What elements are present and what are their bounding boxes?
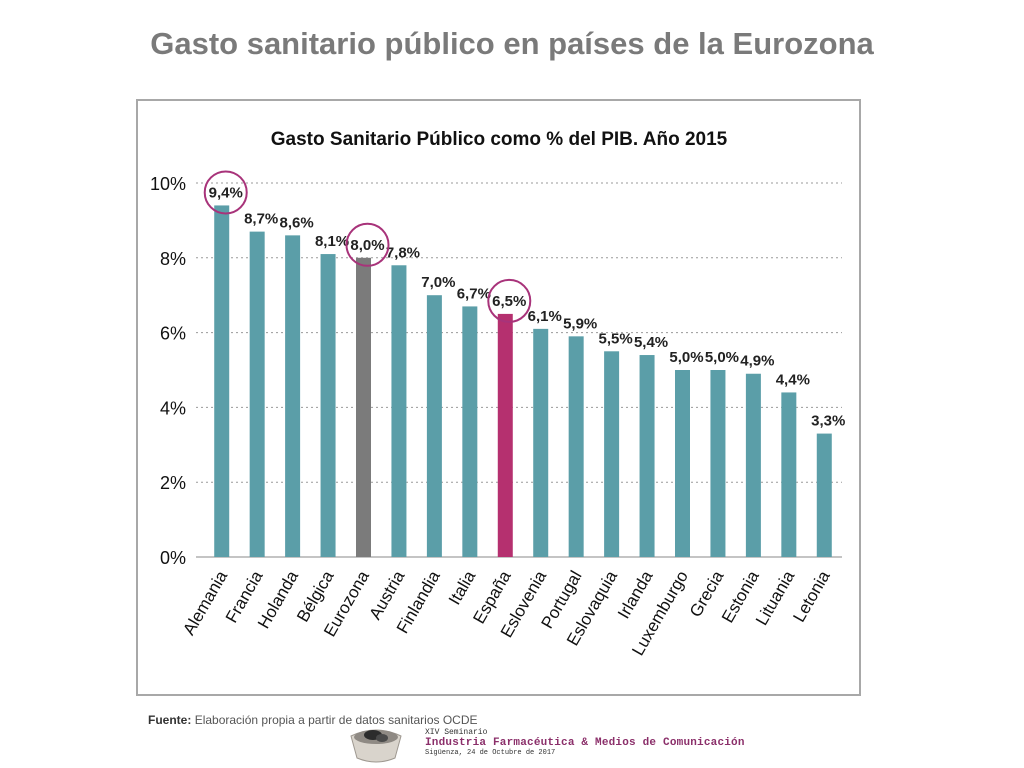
bar <box>426 295 442 557</box>
data-label: 9,4% <box>209 184 243 201</box>
highlight-circles <box>203 170 532 323</box>
bars <box>214 205 832 558</box>
bar <box>391 265 407 557</box>
grid-lines <box>196 182 842 558</box>
bar <box>639 355 655 557</box>
y-axis-ticks: 0% 2% 4% 6% 8% 10% <box>150 174 186 568</box>
data-label: 4,4% <box>776 371 810 388</box>
bar <box>745 373 761 557</box>
data-label: 5,0% <box>669 349 703 366</box>
data-label: 8,1% <box>315 233 349 250</box>
chart-frame: Gasto Sanitario Público como % del PIB. … <box>136 99 861 696</box>
data-label: 6,1% <box>528 308 562 325</box>
slide-title: Gasto sanitario público en países de la … <box>150 26 874 61</box>
bar <box>568 336 584 557</box>
bar <box>285 235 301 558</box>
y-tick-label: 4% <box>160 398 186 418</box>
bar <box>533 328 549 557</box>
data-label: 5,4% <box>634 334 668 351</box>
data-label: 8,0% <box>350 237 384 254</box>
x-tick-label: Italia <box>445 567 480 608</box>
y-tick-label: 8% <box>160 249 186 269</box>
y-tick-label: 10% <box>150 174 186 194</box>
bar <box>249 231 265 557</box>
bar <box>214 205 230 557</box>
bar <box>320 254 336 557</box>
data-label: 5,9% <box>563 315 597 332</box>
bar <box>356 257 371 557</box>
data-label: 6,5% <box>492 293 526 310</box>
y-tick-label: 2% <box>160 473 186 493</box>
seminar-name: Industria Farmacéutica & Medios de Comun… <box>425 737 745 749</box>
seminar-logo <box>350 729 402 763</box>
data-label: 4,9% <box>740 353 774 370</box>
highlight-circle <box>203 170 248 215</box>
source-text: Elaboración propia a partir de datos san… <box>194 713 478 727</box>
data-label: 5,5% <box>599 330 633 347</box>
data-label: 5,0% <box>705 349 739 366</box>
x-axis-labels: AlemaniaFranciaHolandaBélgicaEurozonaAus… <box>179 567 834 659</box>
data-label: 7,0% <box>421 274 455 291</box>
data-label: 3,3% <box>811 413 845 430</box>
data-label: 6,7% <box>457 285 491 302</box>
bar <box>675 370 690 557</box>
data-labels: 9,4%8,7% 8,6%8,1% 8,0% 7,8%7,0%6,7% 6,5%6,1%… <box>209 184 846 429</box>
bar-chart: Gasto Sanitario Público como % del PIB. … <box>150 129 846 659</box>
bar <box>710 370 726 557</box>
bar <box>781 392 797 557</box>
x-tick-label: Alemania <box>179 567 231 638</box>
bar <box>497 313 513 557</box>
y-tick-label: 0% <box>160 548 186 568</box>
bar <box>816 433 832 557</box>
data-label: 7,8% <box>386 244 420 261</box>
chart-title: Gasto Sanitario Público como % del PIB. … <box>271 129 728 150</box>
y-tick-label: 6% <box>160 324 186 344</box>
bar <box>462 306 478 557</box>
source-label: Fuente: <box>148 713 192 727</box>
data-label: 8,6% <box>280 214 314 231</box>
seminar-edition: XIV Seminario <box>425 728 488 737</box>
seminar-caption: XIV Seminario Industria Farmacéutica & M… <box>425 728 745 757</box>
seminar-place-date: Sigüenza, 24 de Octubre de 2017 <box>425 749 556 757</box>
highlight-circle <box>487 278 532 323</box>
source-note: Fuente: Elaboración propia a partir de d… <box>148 713 478 727</box>
bar <box>604 351 620 557</box>
highlight-circle <box>345 222 390 267</box>
data-label: 8,7% <box>244 211 278 228</box>
